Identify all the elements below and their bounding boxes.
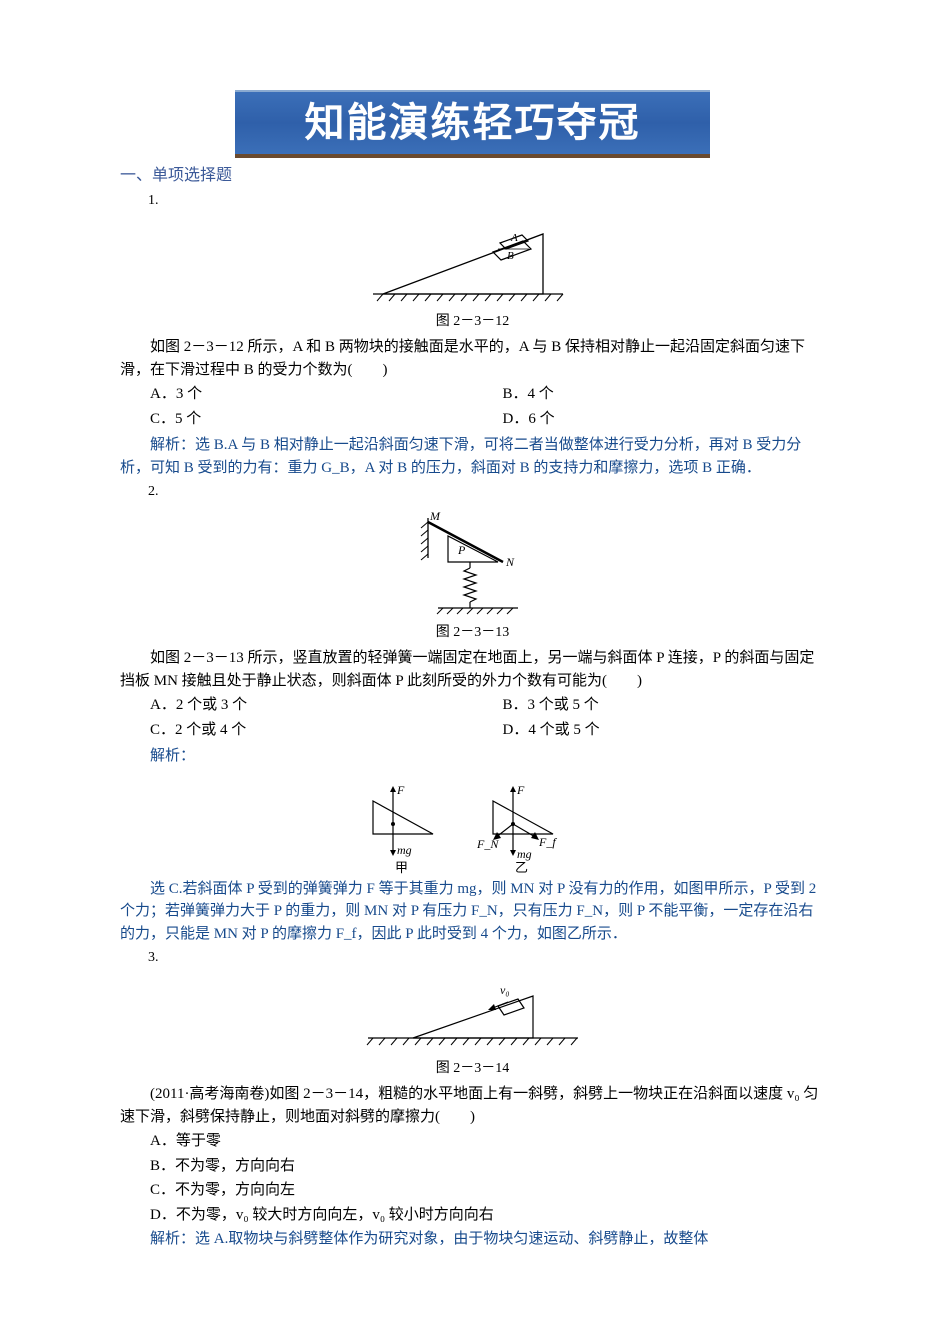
- title-banner: 知能演练轻巧夺冠: [235, 90, 710, 158]
- figure-q2-explain-svg: F mg 甲 F mg F_N: [353, 776, 593, 876]
- figure-2-3-13-caption: 图 2－3－13: [120, 622, 825, 643]
- label-yi: 乙: [515, 860, 528, 875]
- label-F-2: F: [516, 783, 525, 797]
- question-3-explanation: 解析：选 A.取物块与斜劈整体作为研究对象，由于物块匀速运动、斜劈静止，故整体: [120, 1228, 825, 1251]
- label-mg-1: mg: [397, 843, 412, 857]
- figure-2-3-12-svg: A B: [363, 219, 583, 309]
- question-1-stem: 如图 2－3－12 所示，A 和 B 两物块的接触面是水平的，A 与 B 保持相…: [120, 336, 825, 381]
- label-jia: 甲: [395, 860, 408, 875]
- question-3-stem: (2011·高考海南卷)如图 2－3－14，粗糙的水平地面上有一斜劈，斜劈上一物…: [120, 1083, 825, 1128]
- question-2-number: 2.: [148, 481, 825, 502]
- question-1-explanation: 解析：选 B.A 与 B 相对静止一起沿斜面匀速下滑，可将二者当做整体进行受力分…: [120, 434, 825, 479]
- label-P: P: [457, 543, 466, 557]
- label-A: A: [510, 232, 518, 244]
- figure-2-3-12-caption: 图 2－3－12: [120, 311, 825, 332]
- option-2D: D．4 个或 5 个: [473, 719, 826, 742]
- figure-2-3-12: A B: [120, 219, 825, 309]
- figure-2-3-14: v₀: [120, 976, 825, 1056]
- page: 知能演练轻巧夺冠 一、单项选择题 1.: [0, 0, 945, 1293]
- option-1C: C．5 个: [120, 408, 473, 431]
- question-3-options: A．等于零 B．不为零，方向向右 C．不为零，方向向左 D．不为零，v₀ 较大时…: [120, 1130, 825, 1226]
- figure-2-3-13: M N P: [120, 510, 825, 620]
- question-2-explanation: 选 C.若斜面体 P 受到的弹簧弹力 F 等于其重力 mg，则 MN 对 P 没…: [120, 878, 825, 946]
- option-3A: A．等于零: [120, 1130, 825, 1153]
- label-N: N: [505, 555, 515, 569]
- option-2A: A．2 个或 3 个: [120, 694, 473, 717]
- option-1B: B．4 个: [473, 383, 826, 406]
- title-banner-text: 知能演练轻巧夺冠: [305, 93, 641, 153]
- option-3B: B．不为零，方向向右: [120, 1155, 825, 1178]
- option-3D: D．不为零，v₀ 较大时方向向左，v₀ 较小时方向向右: [120, 1204, 825, 1227]
- figure-2-3-14-caption: 图 2－3－14: [120, 1058, 825, 1079]
- label-F-1: F: [396, 783, 405, 797]
- question-2-stem: 如图 2－3－13 所示，竖直放置的轻弹簧一端固定在地面上，另一端与斜面体 P …: [120, 647, 825, 692]
- label-FN: F_N: [476, 837, 499, 851]
- figure-2-3-14-svg: v₀: [358, 976, 588, 1056]
- question-1-number: 1.: [148, 190, 825, 211]
- section-heading: 一、单项选择题: [120, 164, 825, 188]
- option-1D: D．6 个: [473, 408, 826, 431]
- question-1-options: A．3 个 B．4 个 C．5 个 D．6 个: [120, 383, 825, 432]
- figure-2-3-13-svg: M N P: [398, 510, 548, 620]
- label-B: B: [507, 250, 514, 262]
- option-2B: B．3 个或 5 个: [473, 694, 826, 717]
- label-M: M: [429, 510, 441, 523]
- figure-q2-explain: F mg 甲 F mg F_N: [120, 776, 825, 876]
- question-2-options: A．2 个或 3 个 B．3 个或 5 个 C．2 个或 4 个 D．4 个或 …: [120, 694, 825, 743]
- label-v0: v₀: [500, 983, 510, 997]
- option-3C: C．不为零，方向向左: [120, 1179, 825, 1202]
- label-Ff: F_f: [538, 835, 557, 849]
- question-3-number: 3.: [148, 947, 825, 968]
- option-2C: C．2 个或 4 个: [120, 719, 473, 742]
- label-mg-2: mg: [517, 847, 532, 861]
- question-2-explain-label: 解析：: [120, 745, 825, 768]
- option-1A: A．3 个: [120, 383, 473, 406]
